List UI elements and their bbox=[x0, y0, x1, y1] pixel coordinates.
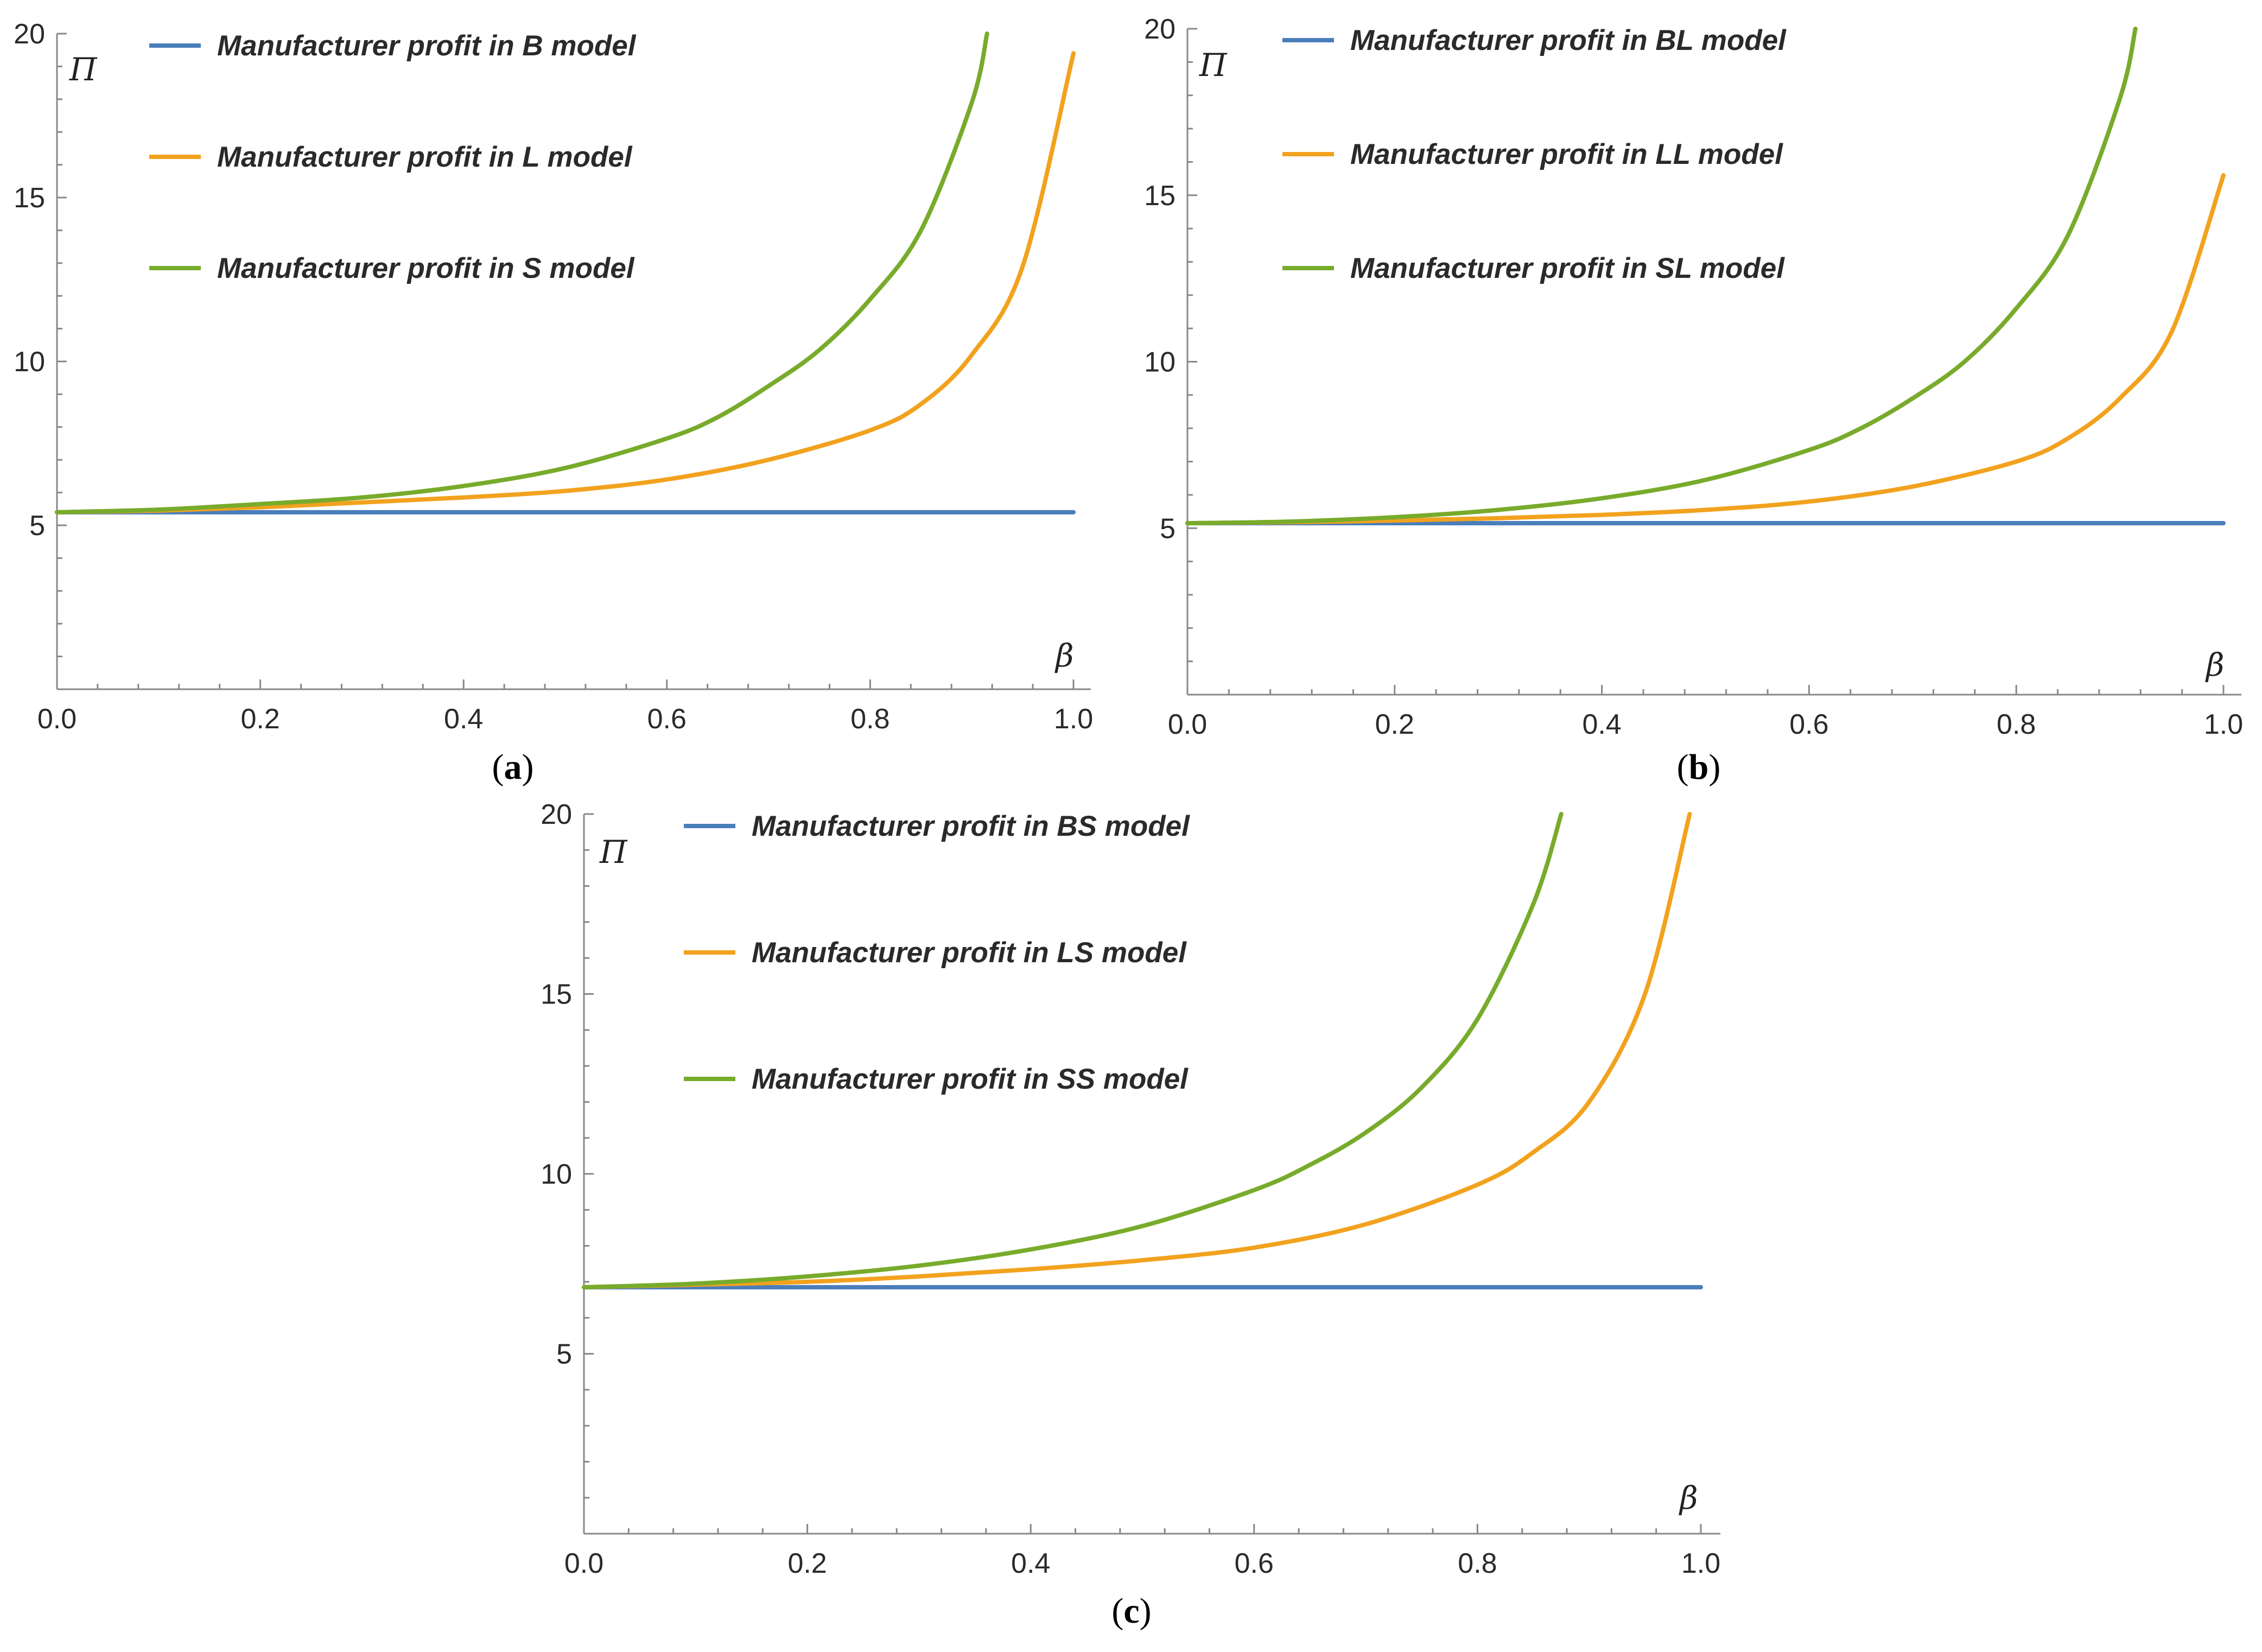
panel-caption-letter: b bbox=[1689, 747, 1709, 787]
x-tick-label: 1.0 bbox=[1054, 703, 1093, 735]
y-tick-label: 10 bbox=[541, 1159, 572, 1190]
x-tick-label: 0.2 bbox=[787, 1548, 827, 1579]
legend-label: Manufacturer profit in BS model bbox=[752, 810, 1190, 842]
x-tick-label: 0.4 bbox=[1011, 1548, 1050, 1579]
legend-label: Manufacturer profit in B model bbox=[217, 30, 637, 62]
series-layer bbox=[582, 812, 1703, 1289]
legend: Manufacturer profit in BS model Manufactu… bbox=[684, 810, 1190, 1095]
panel-caption-letter: c bbox=[1123, 1591, 1139, 1631]
x-axis-label: β bbox=[1679, 1479, 1698, 1516]
series-line-ll bbox=[1185, 173, 2226, 526]
x-tick-label: 0.4 bbox=[444, 703, 483, 735]
panel-caption: (a) bbox=[492, 747, 534, 787]
x-tick-label: 0.6 bbox=[1789, 709, 1828, 740]
axes: 0.0 0.2 0.4 0.6 0.8 1.0 5 10 15 20 bbox=[541, 799, 1720, 1579]
legend-label: Manufacturer profit in SS model bbox=[752, 1063, 1189, 1095]
y-tick-label: 5 bbox=[556, 1339, 572, 1370]
x-tick-label: 0.0 bbox=[37, 703, 77, 735]
x-tick-label: 0.8 bbox=[1997, 709, 2036, 740]
legend-label: Manufacturer profit in LS model bbox=[752, 937, 1187, 969]
axes: 0.0 0.2 0.4 0.6 0.8 1.0 5 10 15 20 bbox=[1144, 14, 2243, 740]
y-tick-label: 15 bbox=[1144, 180, 1176, 212]
legend-label: Manufacturer profit in L model bbox=[217, 141, 633, 173]
x-tick-label: 0.8 bbox=[850, 703, 889, 735]
axes: 0.0 0.2 0.4 0.6 0.8 1.0 5 10 15 20 bbox=[14, 18, 1093, 735]
series-line-ss bbox=[582, 812, 1564, 1289]
legend-label: Manufacturer profit in BL model bbox=[1350, 24, 1787, 56]
series-layer bbox=[55, 31, 1076, 514]
y-tick-label: 20 bbox=[14, 18, 45, 50]
series-line-sl bbox=[1185, 27, 2138, 526]
chart-panel-c: 0.0 0.2 0.4 0.6 0.8 1.0 5 10 15 20 Manufacturer p… bbox=[541, 799, 1720, 1631]
x-tick-label: 0.2 bbox=[1375, 709, 1414, 740]
y-tick-label: 5 bbox=[1160, 513, 1176, 544]
x-tick-label: 0.0 bbox=[564, 1548, 603, 1579]
x-tick-label: 0.6 bbox=[647, 703, 687, 735]
x-tick-label: 0.4 bbox=[1582, 709, 1621, 740]
legend-label: Manufacturer profit in S model bbox=[217, 252, 635, 284]
panel-caption: (b) bbox=[1677, 747, 1721, 787]
legend: Manufacturer profit in BL model Manufactu… bbox=[1282, 24, 1787, 284]
y-tick-label: 20 bbox=[1144, 14, 1176, 45]
y-tick-label: 5 bbox=[29, 510, 45, 542]
y-tick-label: 15 bbox=[14, 182, 45, 214]
x-axis-label: β bbox=[2205, 646, 2225, 683]
y-tick-label: 20 bbox=[541, 799, 572, 830]
chart-panel-a: 0.0 0.2 0.4 0.6 0.8 1.0 5 10 15 20 Manufacturer p… bbox=[14, 18, 1093, 787]
y-axis-label: Π bbox=[69, 51, 98, 88]
y-tick-label: 10 bbox=[1144, 347, 1176, 378]
x-axis-label: β bbox=[1054, 637, 1074, 674]
series-line-ls bbox=[582, 812, 1692, 1289]
x-tick-label: 0.6 bbox=[1235, 1548, 1274, 1579]
series-line-l bbox=[55, 51, 1076, 514]
x-tick-label: 0.2 bbox=[240, 703, 279, 735]
x-tick-label: 1.0 bbox=[1681, 1548, 1720, 1579]
x-tick-label: 0.8 bbox=[1458, 1548, 1497, 1579]
y-axis-label: Π bbox=[1199, 47, 1228, 84]
panel-caption: (c) bbox=[1111, 1591, 1151, 1631]
y-tick-label: 15 bbox=[541, 979, 572, 1011]
y-axis-label: Π bbox=[599, 834, 628, 871]
legend-label: Manufacturer profit in LL model bbox=[1350, 138, 1783, 170]
y-tick-label: 10 bbox=[14, 346, 45, 378]
panel-caption-letter: a bbox=[504, 747, 522, 787]
legend: Manufacturer profit in B model Manufactur… bbox=[149, 30, 637, 284]
series-layer bbox=[1185, 27, 2226, 526]
x-tick-label: 0.0 bbox=[1168, 709, 1207, 740]
x-tick-label: 1.0 bbox=[2204, 709, 2243, 740]
series-line-s bbox=[55, 31, 989, 514]
legend-label: Manufacturer profit in SL model bbox=[1350, 252, 1785, 284]
chart-panel-b: 0.0 0.2 0.4 0.6 0.8 1.0 5 10 15 20 Manufacturer p… bbox=[1144, 14, 2243, 787]
